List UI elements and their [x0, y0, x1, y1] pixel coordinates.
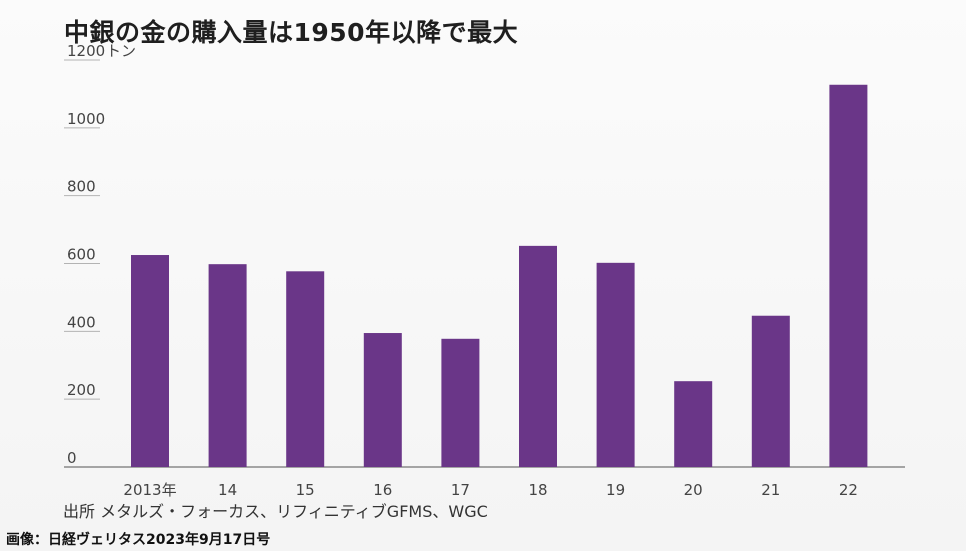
y-tick-label: 1000: [67, 110, 105, 128]
x-tick-label: 2013年: [123, 481, 176, 499]
bar: [131, 255, 169, 467]
bar: [596, 262, 635, 467]
chart-title: 中銀の金の購入量は1950年以降で最大: [64, 18, 519, 47]
x-tick-label: 16: [373, 481, 392, 499]
bar: [519, 245, 557, 467]
bar: [751, 315, 790, 467]
image-credit: 画像：日経ヴェリタス2023年9月17日号: [6, 532, 271, 548]
y-tick-label: 200: [67, 381, 96, 399]
bar: [208, 264, 247, 467]
y-tick-label: 400: [67, 313, 96, 331]
y-tick-label: 800: [67, 178, 96, 196]
y-tick-label: 0: [67, 449, 77, 467]
y-tick-label: 600: [67, 246, 96, 264]
x-tick-label: 19: [606, 481, 625, 499]
x-tick-label: 20: [684, 481, 703, 499]
source-note: 出所 メタルズ・フォーカス、リフィニティブGFMS、WGC: [63, 502, 488, 521]
bar: [674, 381, 713, 467]
y-axis-unit: トン: [106, 42, 136, 60]
x-tick-label: 22: [839, 481, 858, 499]
x-tick-label: 18: [528, 481, 547, 499]
x-tick-label: 17: [451, 481, 470, 499]
x-tick-label: 15: [296, 481, 315, 499]
x-tick-label: 21: [761, 481, 780, 499]
bar: [286, 271, 325, 467]
y-tick-label: 1200: [67, 42, 105, 60]
bar: [363, 333, 402, 467]
bar: [441, 338, 480, 467]
bar: [829, 84, 868, 468]
x-tick-label: 14: [218, 481, 237, 499]
